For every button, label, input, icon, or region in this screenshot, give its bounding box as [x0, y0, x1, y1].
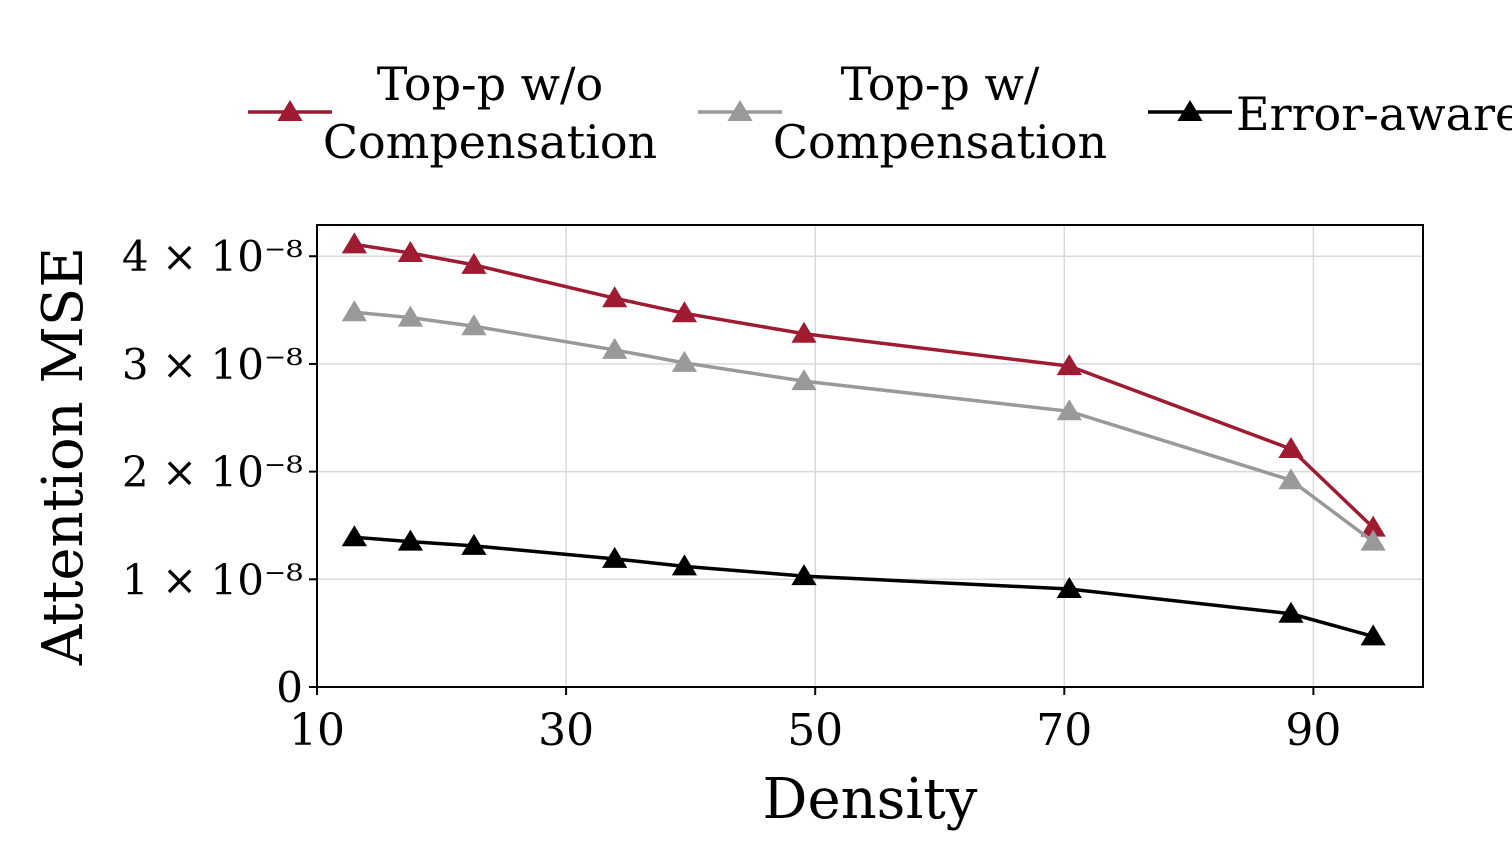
data-point-marker [671, 301, 698, 323]
y-tick-label: 2 × 10⁻⁸ [122, 448, 303, 497]
data-point-marker [1056, 577, 1082, 598]
series-line [354, 242, 1375, 529]
data-point-marker [461, 314, 487, 336]
data-point-marker [602, 337, 628, 359]
data-point-marker [1056, 399, 1082, 421]
data-point-marker [461, 533, 487, 555]
data-point-marker [671, 350, 698, 372]
data-point-marker [1360, 515, 1386, 537]
y-tick-label: 3 × 10⁻⁸ [122, 340, 303, 389]
data-point-marker [397, 305, 424, 327]
x-tick-label: 50 [787, 705, 843, 756]
legend-entry: Error-aware [1148, 87, 1512, 141]
x-tick-label: 90 [1285, 705, 1341, 756]
data-point-marker [602, 546, 628, 568]
data-point-marker [461, 252, 487, 274]
data-point-marker [397, 241, 424, 262]
series-line [354, 310, 1375, 544]
legend-label: Top-p w/o [377, 57, 603, 111]
series-error-aware [341, 525, 1386, 646]
data-point-marker [341, 300, 367, 322]
data-point-marker [791, 564, 817, 586]
x-tick-label: 30 [538, 705, 594, 756]
series-layer [341, 232, 1386, 646]
data-point-marker [1056, 354, 1082, 376]
plot-frame [316, 224, 1424, 688]
data-point-marker [341, 232, 367, 254]
data-point-marker [791, 369, 817, 391]
data-point-marker [1278, 437, 1304, 458]
legend-label: Compensation [773, 115, 1107, 169]
legend-label: Top-p w/ [841, 57, 1040, 111]
data-point-marker [671, 554, 698, 576]
legend-marker-triangle-icon [1177, 100, 1203, 121]
data-point-marker [1278, 468, 1304, 490]
legend-label: Error-aware [1236, 87, 1512, 141]
y-tick-label: 4 × 10⁻⁸ [122, 232, 303, 281]
legend-entry: Top-p w/Compensation [698, 57, 1107, 169]
data-point-marker [602, 286, 628, 308]
legend-label: Compensation [323, 115, 657, 169]
grid [316, 225, 1423, 688]
x-tick-label: 10 [289, 705, 345, 756]
data-point-marker [397, 529, 424, 551]
series-top-p-w-o-compensation [341, 232, 1386, 537]
data-point-marker [791, 321, 817, 343]
data-point-marker [1360, 624, 1386, 646]
y-axis: 0 1 × 10⁻⁸ 2 × 10⁻⁸ 3 × 10⁻⁸ 4 × 10⁻⁸ [122, 232, 317, 712]
legend-marker-triangle-icon [277, 100, 303, 121]
y-tick-label: 1 × 10⁻⁸ [122, 555, 303, 604]
series-line [354, 535, 1374, 639]
x-axis-label: Density [763, 767, 978, 832]
y-tick-label: 0 [276, 663, 303, 712]
data-point-marker [341, 525, 367, 547]
x-tick-label: 70 [1036, 705, 1092, 756]
data-point-marker [1278, 601, 1304, 623]
x-axis: 10 30 50 70 90 [289, 687, 1341, 756]
data-point-marker [1360, 529, 1386, 551]
series-top-p-w-compensation [341, 300, 1386, 551]
legend-marker-triangle-icon [727, 100, 753, 121]
y-axis-label: Attention MSE [31, 247, 96, 666]
